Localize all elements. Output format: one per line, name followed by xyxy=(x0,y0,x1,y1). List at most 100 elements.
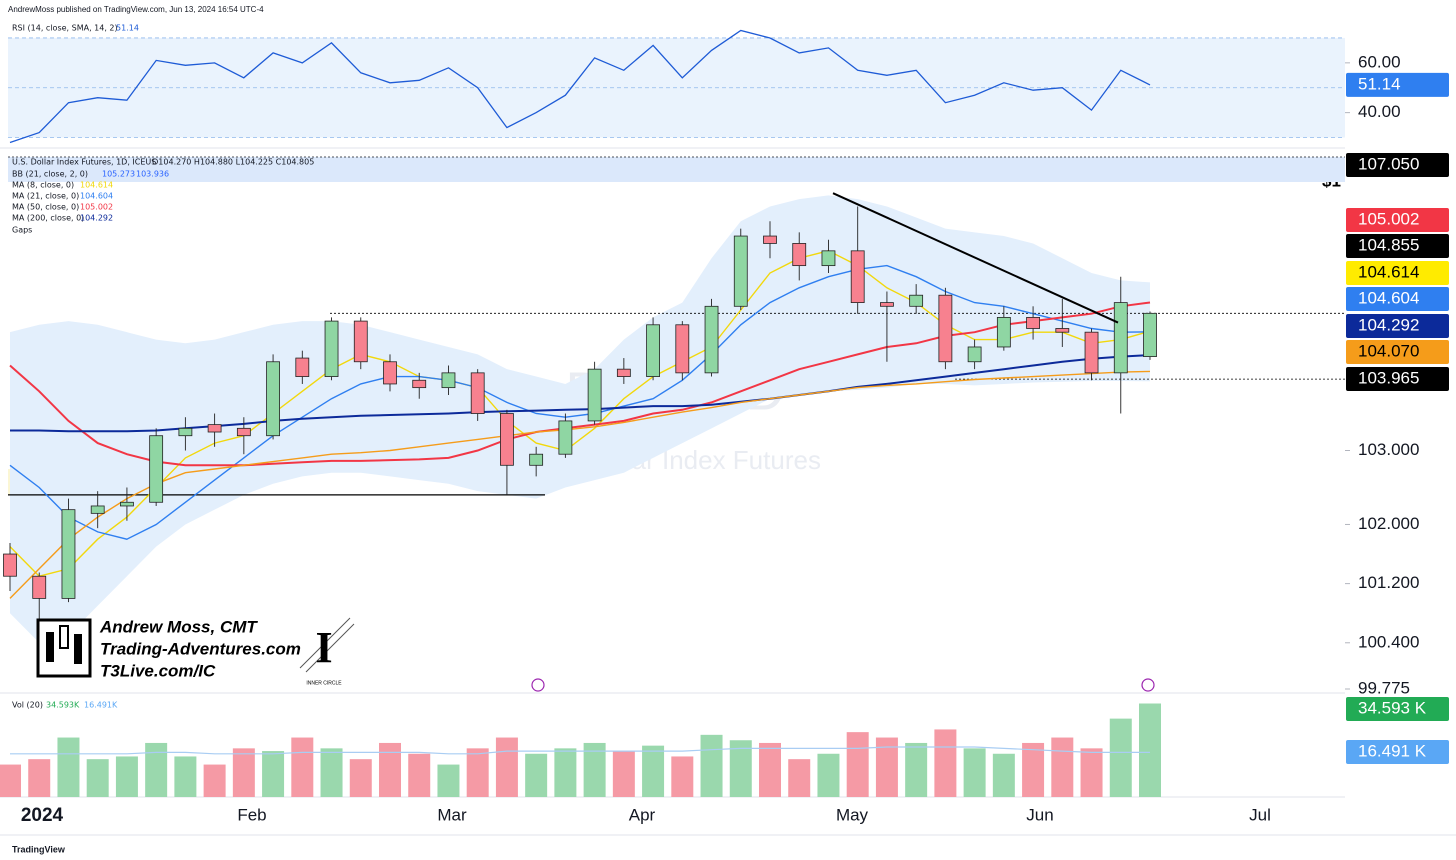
volume-bar xyxy=(262,751,285,797)
candle-body xyxy=(909,294,924,307)
price-tag xyxy=(1346,287,1449,311)
ma-legend: MA (200, close, 0) xyxy=(12,214,84,223)
candle-body xyxy=(1026,316,1040,329)
candle-body xyxy=(763,235,777,244)
volume-bar xyxy=(1080,748,1103,797)
event-icon[interactable] xyxy=(1141,678,1155,692)
candle xyxy=(850,206,865,314)
y-tick-label: 102.000 xyxy=(1358,514,1419,533)
volume-bar xyxy=(86,759,109,797)
candle-body xyxy=(412,379,427,389)
candle xyxy=(383,354,397,392)
candle xyxy=(207,413,222,447)
candle xyxy=(675,321,690,381)
bb-legend: BB (21, close, 2, 0) xyxy=(12,170,88,179)
candle-body xyxy=(266,361,280,437)
y-tick-label: 101.200 xyxy=(1358,573,1419,592)
ma-legend-value: 104.292 xyxy=(80,214,113,223)
candle-body xyxy=(616,368,631,377)
ma-legend: MA (8, close, 0) xyxy=(12,181,74,190)
x-tick-label: Apr xyxy=(629,805,656,824)
volume-bar xyxy=(583,742,606,797)
volume-bar xyxy=(291,737,314,797)
gaps-legend: Gaps xyxy=(12,226,32,235)
candle-body xyxy=(500,413,514,466)
rsi-legend: RSI (14, close, SMA, 14, 2) xyxy=(12,24,118,33)
volume-bar xyxy=(963,748,986,797)
candle-body xyxy=(1055,328,1070,333)
volume-bar xyxy=(992,753,1015,797)
ma-legend-value: 105.002 xyxy=(80,203,113,212)
volume-bar xyxy=(0,764,21,797)
event-icon[interactable] xyxy=(531,678,545,692)
volume-bar xyxy=(145,742,168,797)
candle xyxy=(441,365,456,396)
candle-body xyxy=(529,453,544,466)
candle xyxy=(1084,328,1099,381)
candle xyxy=(120,487,134,521)
candle xyxy=(412,372,427,399)
candle-body xyxy=(1113,302,1128,374)
rsi-legend-value: 51.14 xyxy=(116,24,139,33)
moving-average xyxy=(9,250,1151,577)
candle xyxy=(470,369,485,421)
highlight-zone xyxy=(8,157,1345,182)
volume-bar xyxy=(408,753,431,797)
volume-bar xyxy=(1109,718,1132,797)
candle xyxy=(967,339,982,370)
logo-icon xyxy=(59,625,69,649)
candle xyxy=(236,417,251,455)
candle xyxy=(500,409,514,495)
candle-body xyxy=(324,320,339,377)
price-legend-ohlc: O104.270 H104.880 L104.225 C104.805 xyxy=(152,158,314,167)
candle xyxy=(178,417,193,451)
footer-brand: TradingView xyxy=(12,844,66,854)
candle xyxy=(266,354,280,440)
volume-ma xyxy=(10,746,1150,755)
candle-body xyxy=(996,316,1011,348)
candle-body xyxy=(32,575,47,599)
volume-bar xyxy=(788,759,811,797)
rsi-line xyxy=(9,29,1151,144)
logo-icon xyxy=(74,634,82,664)
candle-body xyxy=(850,250,865,304)
candle xyxy=(1055,298,1070,347)
candle-body xyxy=(3,553,17,577)
volume-bar xyxy=(759,742,781,797)
volume-bar xyxy=(525,753,548,797)
rsi-value-label: 51.14 xyxy=(1358,74,1401,93)
volume-tag-label: 16.491 K xyxy=(1358,741,1427,760)
volume-tag xyxy=(1346,740,1449,764)
volume-bar xyxy=(495,737,518,797)
candle xyxy=(558,413,573,458)
candle-body xyxy=(880,302,894,307)
moving-average xyxy=(10,354,1151,433)
volume-bar xyxy=(1051,737,1074,797)
brand-link: T3Live.com/IC xyxy=(100,661,216,680)
volume-tag-label: 34.593 K xyxy=(1358,698,1427,717)
volume-bar xyxy=(817,753,840,797)
price-tag xyxy=(1346,340,1449,364)
candle xyxy=(704,298,719,377)
candle-body xyxy=(558,420,573,455)
volume-bar xyxy=(379,742,401,797)
candle-body xyxy=(236,427,251,437)
volume-bar xyxy=(934,729,957,797)
candle xyxy=(909,284,924,314)
y-tick-label: 100.400 xyxy=(1358,632,1419,651)
candle xyxy=(3,542,17,592)
candle-body xyxy=(967,346,982,363)
candle xyxy=(1026,306,1040,340)
logo-letter: I xyxy=(315,623,332,672)
candle-body xyxy=(792,243,807,267)
y-tick-label: 99.775 xyxy=(1358,678,1410,697)
candle xyxy=(90,491,105,529)
candle-body xyxy=(646,324,660,377)
volume-bar xyxy=(554,748,577,797)
x-tick-label: Feb xyxy=(237,805,266,824)
candle xyxy=(880,291,894,362)
price-tag-label: 104.855 xyxy=(1358,235,1419,254)
candle-body xyxy=(1143,312,1157,357)
candle-body xyxy=(704,305,719,374)
